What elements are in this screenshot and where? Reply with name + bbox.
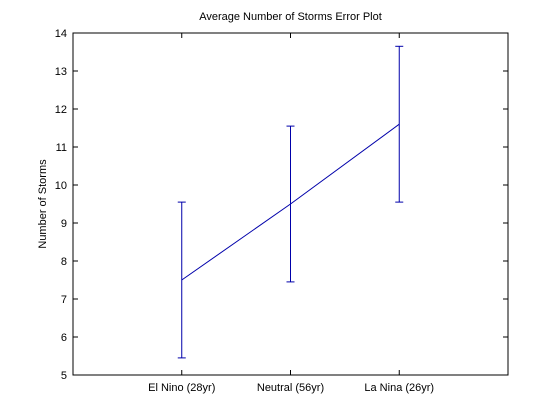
x-tick-label: El Nino (28yr) [148, 382, 215, 394]
y-axis-ticks: 5 6 7 8 9 10 11 12 13 14 [55, 28, 508, 382]
y-tick-label: 12 [55, 104, 67, 116]
error-bar [395, 45, 404, 203]
y-tick-label: 9 [61, 218, 67, 230]
series-layer [177, 45, 404, 359]
x-tick-label: La Nina (26yr) [364, 382, 434, 394]
error-bar [286, 125, 295, 283]
y-tick-label: 14 [55, 28, 67, 40]
y-tick-label: 10 [55, 180, 67, 192]
y-tick-label: 7 [61, 294, 67, 306]
y-tick-label: 6 [61, 332, 67, 344]
x-tick-label: Neutral (56yr) [257, 382, 324, 394]
x-axis-ticks: El Nino (28yr) Neutral (56yr) La Nina (26y… [148, 33, 434, 394]
y-tick-label: 11 [56, 142, 67, 154]
error-bar [177, 201, 186, 359]
y-tick-label: 5 [61, 370, 67, 382]
chart-title: Average Number of Storms Error Plot [199, 11, 382, 23]
y-tick-label: 8 [61, 256, 67, 268]
y-tick-label: 13 [55, 66, 67, 78]
y-axis-label: Number of Storms [37, 159, 49, 249]
